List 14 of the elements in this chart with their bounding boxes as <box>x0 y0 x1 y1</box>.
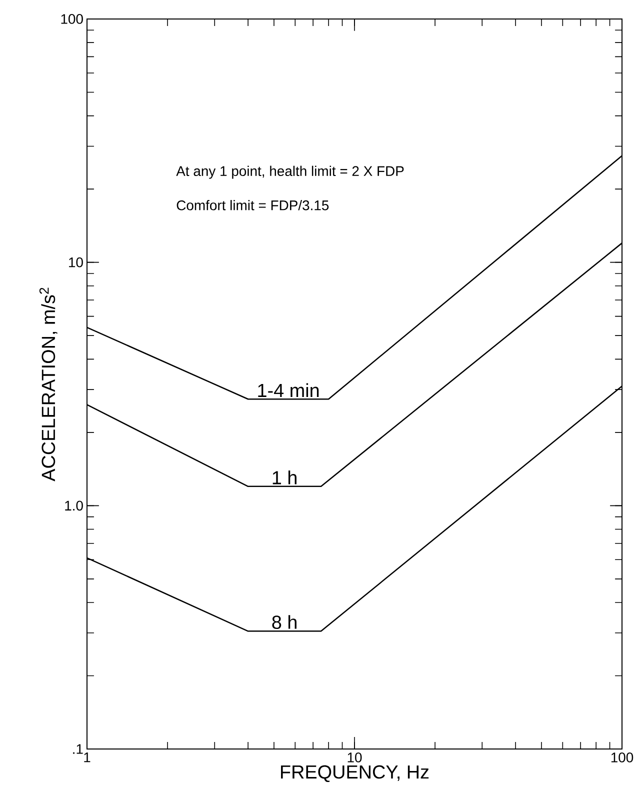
y-tick-label: 1.0 <box>65 500 83 511</box>
y-tick-label: .1 <box>73 744 83 754</box>
x-tick-label: 1 <box>84 752 90 762</box>
series-label: 1-4 min <box>258 383 319 397</box>
series-label: 1 h <box>272 470 296 484</box>
annotation: At any 1 point, health limit = 2 X FDP <box>176 166 404 179</box>
annotation: Comfort limit = FDP/3.15 <box>176 200 329 210</box>
x-tick-label: 100 <box>611 752 634 762</box>
y-tick-label: 10 <box>69 257 83 268</box>
y-tick-label: 100 <box>61 14 83 24</box>
x-axis-title: FREQUENCY, Hz <box>281 765 429 782</box>
y-axis-title: ACCELERATION, m/s$^{2}$ <box>39 288 58 482</box>
series-label: 8 h <box>272 615 296 629</box>
x-tick-label: 10 <box>348 752 362 762</box>
